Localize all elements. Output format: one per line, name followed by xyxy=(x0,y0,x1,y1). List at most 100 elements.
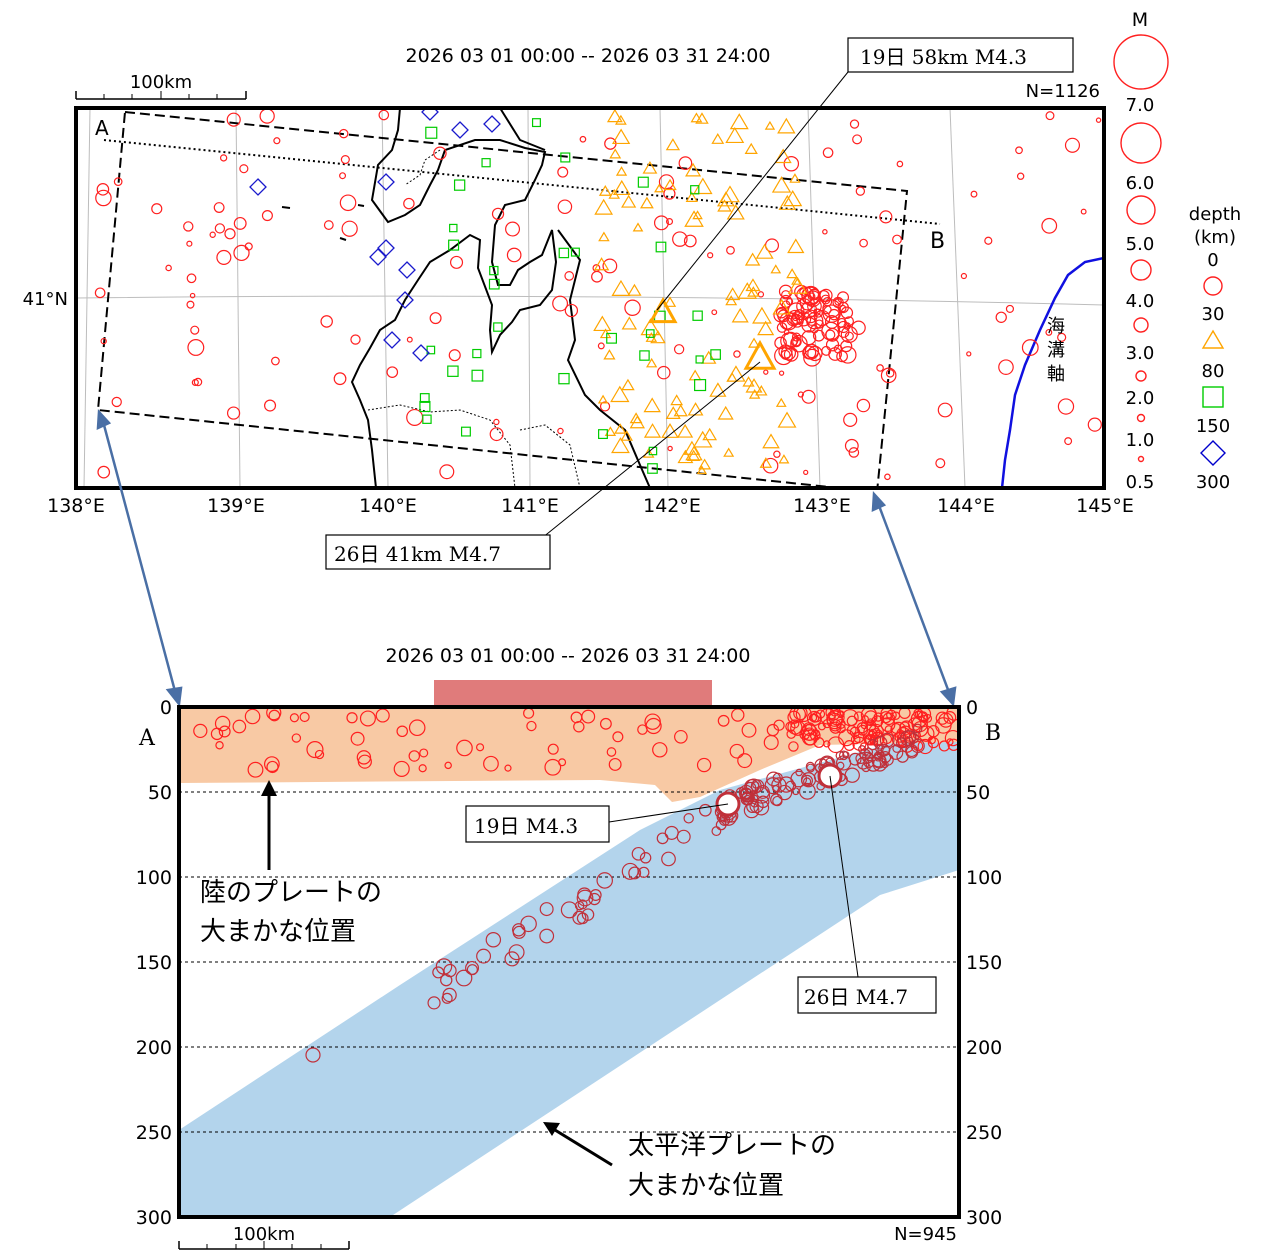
hypocenter xyxy=(770,793,783,806)
epicenter-intermediate xyxy=(621,194,637,208)
hypocenter xyxy=(350,731,365,746)
epicenter-intermediate xyxy=(677,449,694,464)
epicenter-shallow xyxy=(848,447,860,458)
hypocenter xyxy=(573,721,585,733)
epicenter-shallow xyxy=(233,244,250,262)
epicenter-intermediate xyxy=(611,437,630,454)
graticule xyxy=(76,108,1104,488)
epicenter-very-deep xyxy=(396,291,414,309)
hypocenter xyxy=(947,738,959,751)
depth-axis-left: 0 50 100 150 200 250 300 xyxy=(136,697,172,1229)
epicenter-shallow xyxy=(726,245,735,255)
hypocenter xyxy=(455,969,473,987)
epicenter-shallow xyxy=(96,183,110,196)
epicenter-intermediate xyxy=(755,243,774,259)
lon-label: 139°E xyxy=(207,495,265,517)
epicenter-deep xyxy=(493,322,503,332)
hypocenter xyxy=(846,715,858,727)
epicenter-deep xyxy=(694,378,707,392)
hypocenter xyxy=(873,735,888,750)
hypocenter xyxy=(790,719,800,729)
epicenter-deep xyxy=(645,329,655,338)
hypocenter xyxy=(778,776,795,793)
epicenter-intermediate xyxy=(665,406,681,420)
epicenter-deep xyxy=(710,349,721,360)
epicenter-shallow xyxy=(821,321,841,341)
epicenter-shallow xyxy=(707,252,714,259)
epicenter-intermediate xyxy=(726,204,745,220)
epicenter-intermediate xyxy=(764,120,776,130)
hypocenter xyxy=(214,715,231,732)
epicenter-deep xyxy=(449,223,458,233)
depth-legend: depth (km) 0 30 80 150 300 xyxy=(1189,204,1241,493)
epicenter-shallow xyxy=(151,203,163,215)
epicenter-shallow xyxy=(783,347,799,362)
section-event-count: N=945 xyxy=(894,1224,957,1245)
hypocenter xyxy=(560,901,578,919)
hypocenter xyxy=(803,777,812,786)
map-epicenters xyxy=(94,108,1102,481)
epicenter-shallow xyxy=(822,147,834,159)
epicenter-shallow xyxy=(665,218,674,226)
hypocenter xyxy=(247,761,264,778)
epicenter-shallow xyxy=(95,189,112,207)
epicenter-intermediate xyxy=(711,132,725,144)
section-label-b: B xyxy=(985,721,1001,746)
epicenter-shallow xyxy=(187,339,205,356)
epicenter-intermediate xyxy=(621,316,638,330)
map-event-count: N=1126 xyxy=(1026,81,1100,102)
hypocenter xyxy=(913,708,924,719)
epicenter-intermediate xyxy=(748,388,761,399)
epicenter-intermediate xyxy=(621,378,635,391)
epicenter-shallow xyxy=(491,207,505,221)
epicenter-shallow xyxy=(822,229,828,235)
callout-26-label: 26日 M4.7 xyxy=(804,985,908,1009)
epicenter-shallow xyxy=(489,427,504,442)
hypocenter xyxy=(918,725,935,742)
hypocenter xyxy=(844,767,860,783)
epicenter-shallow xyxy=(557,427,564,435)
epicenter-very-deep xyxy=(483,115,501,133)
hypocenter xyxy=(908,732,920,744)
epicenter-intermediate xyxy=(614,114,627,125)
epicenter-intermediate xyxy=(597,394,609,404)
hypocenter xyxy=(863,747,874,757)
hypocenter xyxy=(750,779,765,793)
legend-depth-unit: (km) xyxy=(1194,227,1236,248)
legend-m-value: 3.0 xyxy=(1126,343,1155,364)
epicenter-shallow xyxy=(1021,339,1039,356)
epicenter-shallow xyxy=(505,221,521,237)
epicenter-intermediate xyxy=(665,138,681,151)
epicenter-intermediate xyxy=(688,369,702,381)
epicenter-intermediate xyxy=(759,457,773,468)
epicenter-shallow xyxy=(183,221,194,232)
hypocenter xyxy=(193,723,208,739)
epicenter-shallow xyxy=(851,320,866,335)
hypocenter xyxy=(656,832,669,845)
epicenter-shallow xyxy=(214,223,226,234)
hypocenter xyxy=(291,733,302,743)
epicenter-very-deep xyxy=(377,173,395,191)
epicenter-shallow xyxy=(386,366,399,378)
epicenter-shallow xyxy=(763,369,769,375)
epicenter-shallow xyxy=(216,249,232,265)
hypocenter xyxy=(526,720,537,732)
epicenter-shallow xyxy=(226,406,241,420)
epicenter-shallow xyxy=(807,345,823,362)
epicenter-deep xyxy=(655,241,667,253)
hypocenter xyxy=(806,763,816,773)
hypocenter xyxy=(639,852,652,864)
epicenter-shallow xyxy=(261,210,273,222)
epicenter-very-deep xyxy=(249,178,267,196)
hypocenter xyxy=(812,729,821,737)
hypocenter xyxy=(263,756,280,773)
hypocenter xyxy=(829,721,842,734)
epicenter-shallow xyxy=(339,128,349,139)
epicenter-shallow xyxy=(449,255,464,269)
epicenter-shallow xyxy=(244,242,253,251)
epicenter-very-deep xyxy=(377,239,395,257)
epicenter-intermediate xyxy=(698,458,712,470)
lon-label: 142°E xyxy=(643,495,701,517)
epicenter-shallow xyxy=(209,231,216,238)
hypocenter xyxy=(838,729,856,747)
